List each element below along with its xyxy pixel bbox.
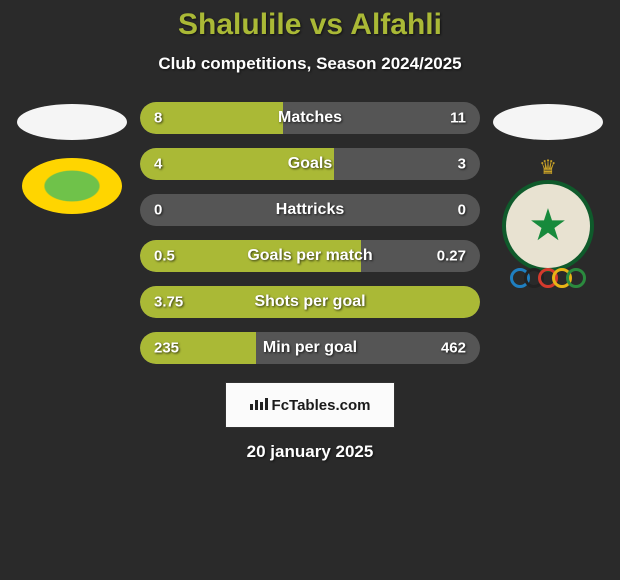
bar-value-right: 3 [458, 156, 466, 173]
stat-bar: 3.75 Shots per goal [140, 286, 480, 318]
bar-value-right: 11 [450, 110, 466, 127]
stat-bar: 235 462 Min per goal [140, 332, 480, 364]
bar-value-left: 0 [154, 202, 162, 219]
crown-icon: ♛ [539, 158, 557, 178]
right-player-column: ♛ ★ [488, 102, 608, 288]
fctables-label: FcTables.com [272, 397, 371, 414]
stat-bar: 4 3 Goals [140, 148, 480, 180]
bar-value-left: 0.5 [154, 248, 175, 265]
right-club-logo: ♛ ★ [498, 158, 598, 288]
stat-bar: 8 11 Matches [140, 102, 480, 134]
stat-bar: 0.5 0.27 Goals per match [140, 240, 480, 272]
ring-icon [566, 268, 586, 288]
fctables-watermark: FcTables.com [225, 382, 395, 428]
bar-label: Hattricks [276, 201, 344, 219]
olympic-rings-icon [510, 268, 586, 288]
bar-value-left: 235 [154, 340, 179, 357]
bar-value-left: 8 [154, 110, 162, 127]
bar-label: Matches [278, 109, 342, 127]
star-icon: ★ [528, 204, 567, 248]
left-player-column [12, 102, 132, 216]
stat-bars: 8 11 Matches 4 3 Goals 0 0 Hattricks 0.5 0.27 Goals… [140, 102, 480, 364]
subtitle: Club competitions, Season 2024/2025 [0, 54, 620, 74]
left-club-logo [22, 158, 122, 216]
right-player-photo-placeholder [493, 104, 603, 140]
stat-bar: 0 0 Hattricks [140, 194, 480, 226]
bar-label: Min per goal [263, 339, 357, 357]
left-player-photo-placeholder [17, 104, 127, 140]
shield-icon: ★ [502, 180, 594, 272]
bar-value-right: 0 [458, 202, 466, 219]
comparison-row: 8 11 Matches 4 3 Goals 0 0 Hattricks 0.5 0.27 Goals… [0, 102, 620, 364]
bar-label: Goals per match [247, 247, 372, 265]
bar-label: Shots per goal [254, 293, 365, 311]
bar-value-left: 4 [154, 156, 162, 173]
bar-label: Goals [288, 155, 332, 173]
bar-value-right: 0.27 [437, 248, 466, 265]
bar-value-left: 3.75 [154, 294, 183, 311]
chart-icon [250, 396, 268, 415]
bar-value-right: 462 [441, 340, 466, 357]
page-title: Shalulile vs Alfahli [0, 8, 620, 42]
date-label: 20 january 2025 [0, 442, 620, 462]
